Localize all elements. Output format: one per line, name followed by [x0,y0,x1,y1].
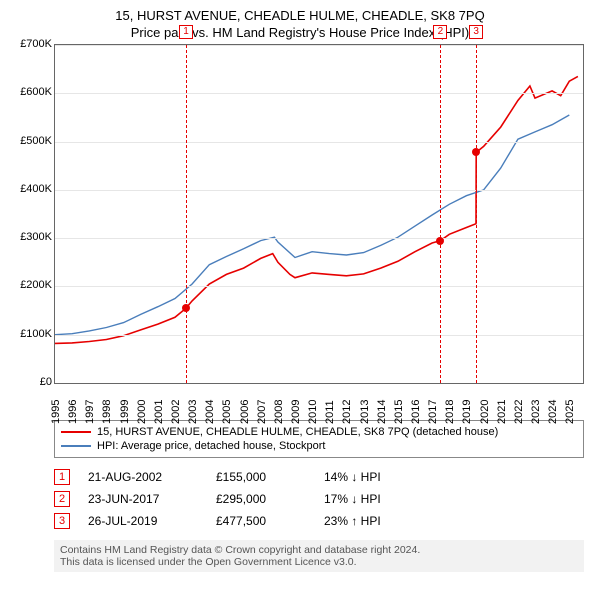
transaction-date: 26-JUL-2019 [88,514,198,528]
x-tick-label: 2019 [461,400,473,424]
series-line [55,76,578,343]
x-tick-label: 1998 [101,400,113,424]
event-marker: 3 [469,25,483,39]
event-marker: 2 [433,25,447,39]
x-axis: 1995199619971998199920002001200220032004… [54,384,584,414]
x-tick-label: 2023 [530,400,542,424]
transaction-row: 3 26-JUL-2019 £477,500 23% ↑ HPI [54,510,584,532]
x-tick-label: 1997 [84,400,96,424]
transaction-marker: 3 [54,513,70,529]
footer-line-2: This data is licensed under the Open Gov… [60,556,578,568]
transaction-date: 23-JUN-2017 [88,492,198,506]
x-tick-label: 1999 [119,400,131,424]
gridline [55,190,583,191]
title-address: 15, HURST AVENUE, CHEADLE HULME, CHEADLE… [10,8,590,23]
y-axis: £0£100K£200K£300K£400K£500K£600K£700K [10,44,54,384]
x-tick-label: 2017 [427,400,439,424]
transaction-delta: 14% ↓ HPI [324,470,424,484]
transaction-delta: 23% ↑ HPI [324,514,424,528]
gridline [55,286,583,287]
legend-swatch [61,431,91,433]
x-tick-label: 2010 [307,400,319,424]
y-tick-label: £400K [20,183,52,195]
x-tick-label: 2012 [341,400,353,424]
plot-area: 123 [54,44,584,384]
title-block: 15, HURST AVENUE, CHEADLE HULME, CHEADLE… [10,8,590,40]
x-tick-label: 1995 [50,400,62,424]
gridline [55,45,583,46]
x-tick-label: 2021 [496,400,508,424]
gridline [55,335,583,336]
event-vline [440,45,441,383]
y-tick-label: £700K [20,38,52,50]
transaction-marker: 1 [54,469,70,485]
legend-label: HPI: Average price, detached house, Stoc… [97,440,326,452]
x-tick-label: 2000 [136,400,148,424]
event-dot [436,237,444,245]
transaction-delta: 17% ↓ HPI [324,492,424,506]
x-tick-label: 2025 [564,400,576,424]
chart-container: 15, HURST AVENUE, CHEADLE HULME, CHEADLE… [0,0,600,582]
x-tick-label: 2004 [204,400,216,424]
series-line [55,115,569,335]
transaction-price: £155,000 [216,470,306,484]
transaction-list: 1 21-AUG-2002 £155,000 14% ↓ HPI 2 23-JUN-201… [54,466,584,532]
gridline [55,238,583,239]
x-tick-label: 1996 [67,400,79,424]
transaction-date: 21-AUG-2002 [88,470,198,484]
legend-label: 15, HURST AVENUE, CHEADLE HULME, CHEADLE… [97,426,498,438]
y-tick-label: £100K [20,328,52,340]
x-tick-label: 2018 [444,400,456,424]
event-vline [476,45,477,383]
x-tick-label: 2024 [547,400,559,424]
transaction-price: £477,500 [216,514,306,528]
chart: £0£100K£200K£300K£400K£500K£600K£700K 12… [10,44,590,414]
event-dot [472,148,480,156]
y-tick-label: £200K [20,279,52,291]
x-tick-label: 2022 [513,400,525,424]
y-tick-label: £0 [40,376,52,388]
x-tick-label: 2002 [170,400,182,424]
x-tick-label: 2016 [410,400,422,424]
x-tick-label: 2015 [393,400,405,424]
x-tick-label: 2011 [324,400,336,424]
legend-swatch [61,445,91,447]
event-marker: 1 [179,25,193,39]
legend: 15, HURST AVENUE, CHEADLE HULME, CHEADLE… [54,420,584,458]
legend-item: 15, HURST AVENUE, CHEADLE HULME, CHEADLE… [61,425,577,439]
footer-line-1: Contains HM Land Registry data © Crown c… [60,544,578,556]
y-tick-label: £500K [20,135,52,147]
x-tick-label: 2005 [221,400,233,424]
gridline [55,142,583,143]
legend-item: HPI: Average price, detached house, Stoc… [61,439,577,453]
gridline [55,93,583,94]
x-tick-label: 2008 [273,400,285,424]
y-tick-label: £600K [20,86,52,98]
transaction-price: £295,000 [216,492,306,506]
x-tick-label: 2006 [239,400,251,424]
x-tick-label: 2007 [256,400,268,424]
attribution-footer: Contains HM Land Registry data © Crown c… [54,540,584,572]
x-tick-label: 2009 [290,400,302,424]
line-series-svg [55,45,583,383]
event-dot [182,304,190,312]
x-tick-label: 2003 [187,400,199,424]
transaction-row: 1 21-AUG-2002 £155,000 14% ↓ HPI [54,466,584,488]
title-subtitle: Price paid vs. HM Land Registry's House … [10,25,590,40]
x-tick-label: 2014 [376,400,388,424]
event-vline [186,45,187,383]
x-tick-label: 2020 [479,400,491,424]
x-tick-label: 2013 [359,400,371,424]
x-tick-label: 2001 [153,400,165,424]
y-tick-label: £300K [20,231,52,243]
transaction-marker: 2 [54,491,70,507]
transaction-row: 2 23-JUN-2017 £295,000 17% ↓ HPI [54,488,584,510]
